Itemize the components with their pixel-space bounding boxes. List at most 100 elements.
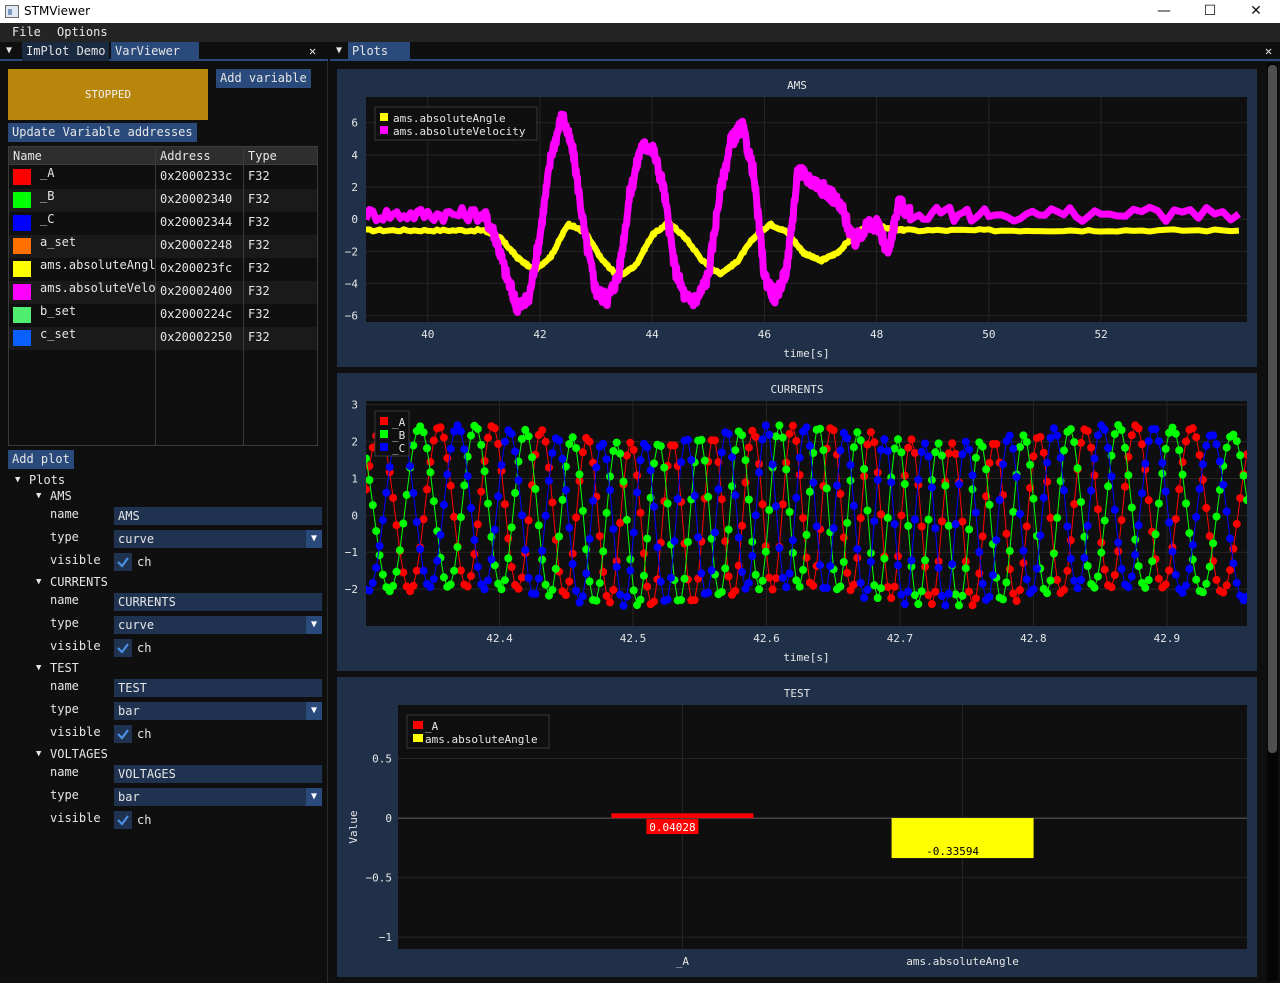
data-point-_A[interactable] <box>524 516 533 525</box>
data-point-_B[interactable] <box>395 546 404 555</box>
data-point-_C[interactable] <box>731 491 740 500</box>
data-point-_C[interactable] <box>1043 458 1052 467</box>
data-point-_C[interactable] <box>975 548 984 556</box>
variable-color-swatch[interactable] <box>13 192 31 208</box>
data-point-_B[interactable] <box>1175 446 1184 455</box>
data-point-_C[interactable] <box>1056 453 1065 462</box>
data-point-_C[interactable] <box>988 571 997 580</box>
data-point-_B[interactable] <box>1229 430 1238 439</box>
data-point-_A[interactable] <box>778 500 787 509</box>
data-point-_A[interactable] <box>836 490 845 498</box>
data-point-_C[interactable] <box>419 566 428 575</box>
data-point-_A[interactable] <box>772 574 780 583</box>
data-point-_B[interactable] <box>1243 496 1251 505</box>
data-point-_A[interactable] <box>1083 427 1092 436</box>
data-point-_C[interactable] <box>748 551 757 560</box>
header-type[interactable]: Type <box>248 149 277 163</box>
data-point-_A[interactable] <box>1138 440 1146 449</box>
data-point-_B[interactable] <box>453 543 462 552</box>
data-point-_C[interactable] <box>822 584 831 593</box>
data-point-_C[interactable] <box>1022 575 1031 584</box>
data-point-_C[interactable] <box>1029 585 1038 594</box>
data-point-_B[interactable] <box>965 525 974 534</box>
data-point-_B[interactable] <box>423 444 431 453</box>
data-point-_C[interactable] <box>1083 521 1092 530</box>
data-point-_A[interactable] <box>961 557 970 566</box>
tree-plot-currents[interactable]: CURRENTS <box>50 575 108 589</box>
data-point-_A[interactable] <box>883 583 892 591</box>
data-point-_C[interactable] <box>426 583 435 592</box>
data-point-_A[interactable] <box>711 436 719 445</box>
tree-expand-icon[interactable]: ▼ <box>36 577 42 587</box>
data-point-_C[interactable] <box>531 589 540 598</box>
data-point-_A[interactable] <box>409 581 418 590</box>
data-point-_A[interactable] <box>1066 536 1075 545</box>
data-point-_C[interactable] <box>1178 588 1187 597</box>
data-point-_C[interactable] <box>1107 472 1116 481</box>
data-point-_C[interactable] <box>1151 425 1160 434</box>
data-point-_A[interactable] <box>1090 471 1099 480</box>
data-point-_C[interactable] <box>622 592 631 601</box>
data-point-_B[interactable] <box>1161 444 1170 453</box>
data-point-_A[interactable] <box>1212 575 1221 584</box>
data-point-_B[interactable] <box>680 574 689 583</box>
data-point-_B[interactable] <box>622 515 631 524</box>
data-point-_C[interactable] <box>443 470 452 479</box>
close-left-tab-icon[interactable]: ✕ <box>309 44 317 58</box>
data-point-_B[interactable] <box>365 476 374 484</box>
plot-type-select[interactable]: curve ▼ <box>114 616 322 634</box>
data-point-_C[interactable] <box>965 445 974 454</box>
data-point-_C[interactable] <box>744 578 753 587</box>
data-point-_C[interactable] <box>650 502 658 511</box>
data-point-_B[interactable] <box>982 465 991 474</box>
data-point-_A[interactable] <box>1192 433 1201 442</box>
data-point-_A[interactable] <box>734 561 743 570</box>
data-point-_A[interactable] <box>1009 589 1018 598</box>
data-point-_B[interactable] <box>1053 513 1062 522</box>
data-point-_B[interactable] <box>426 468 435 477</box>
data-point-_A[interactable] <box>1226 566 1235 575</box>
data-point-_B[interactable] <box>683 538 692 546</box>
data-point-_A[interactable] <box>751 432 760 441</box>
data-point-_A[interactable] <box>575 477 584 485</box>
data-point-_B[interactable] <box>378 570 387 579</box>
plot-visible-checkbox[interactable] <box>114 553 132 571</box>
data-point-_B[interactable] <box>362 454 370 463</box>
data-point-_C[interactable] <box>795 453 804 462</box>
data-point-_B[interactable] <box>1016 443 1024 451</box>
data-point-_A[interactable] <box>412 566 421 575</box>
variable-color-swatch[interactable] <box>13 284 31 300</box>
data-point-_C[interactable] <box>667 573 675 582</box>
data-point-_C[interactable] <box>1005 431 1014 440</box>
data-point-_A[interactable] <box>1110 571 1119 580</box>
left-collapse-icon[interactable]: ▼ <box>6 45 13 56</box>
data-point-_A[interactable] <box>473 520 482 529</box>
data-point-_C[interactable] <box>545 476 553 485</box>
data-point-_B[interactable] <box>951 590 960 599</box>
data-point-_A[interactable] <box>748 426 757 435</box>
data-point-_B[interactable] <box>971 453 980 462</box>
data-point-_C[interactable] <box>626 566 635 575</box>
data-point-_B[interactable] <box>1009 507 1018 516</box>
data-point-_B[interactable] <box>894 435 902 444</box>
data-point-_A[interactable] <box>809 581 818 590</box>
data-point-_C[interactable] <box>866 557 875 566</box>
data-point-_C[interactable] <box>833 481 841 490</box>
data-point-_A[interactable] <box>877 510 885 519</box>
data-point-_A[interactable] <box>765 573 774 582</box>
data-point-_B[interactable] <box>900 480 909 489</box>
data-point-_C[interactable] <box>1192 513 1201 521</box>
data-point-_A[interactable] <box>1012 597 1021 605</box>
data-point-_A[interactable] <box>938 517 946 526</box>
data-point-_C[interactable] <box>849 501 858 510</box>
data-point-_A[interactable] <box>639 549 648 558</box>
data-point-_B[interactable] <box>575 470 584 479</box>
data-point-_A[interactable] <box>849 580 858 589</box>
data-point-_C[interactable] <box>931 524 940 533</box>
data-point-_B[interactable] <box>873 594 882 602</box>
data-point-_B[interactable] <box>941 481 950 490</box>
plot-name-input[interactable]: CURRENTS <box>114 593 322 611</box>
plot-name-input[interactable]: TEST <box>114 679 322 697</box>
data-point-_B[interactable] <box>1151 530 1160 539</box>
data-point-_C[interactable] <box>910 515 919 524</box>
